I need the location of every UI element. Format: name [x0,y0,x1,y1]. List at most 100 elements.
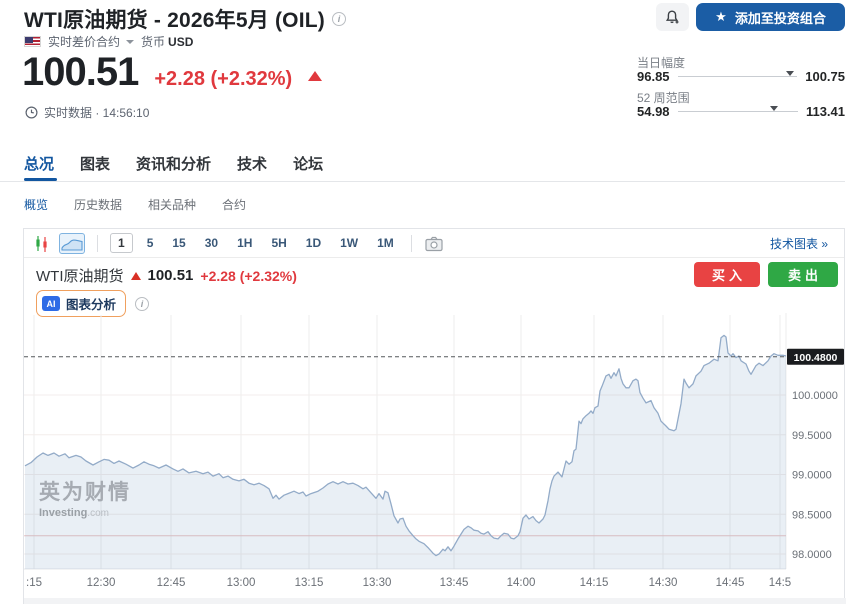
x-axis-label: :15 [26,577,42,589]
page-title: WTI原油期货 - 2026年5月 (OIL) [24,9,325,32]
bell-plus-icon [665,9,679,23]
tab-news-analysis[interactable]: 资讯和分析 [136,156,212,173]
week52-range-high: 113.41 [805,104,845,119]
tab-forum[interactable]: 论坛 [293,156,324,173]
interval-1h[interactable]: 1H [237,236,253,250]
current-price-tag [787,348,844,365]
create-alert-button[interactable] [656,3,689,31]
subtab-historical-data[interactable]: 历史数据 [74,198,123,212]
interval-1m[interactable]: 1M [377,236,394,250]
interval-1w[interactable]: 1W [340,236,359,250]
currency-label: 货币 [141,35,166,49]
instrument-meta: 实时差价合约 货币 USD [24,33,193,50]
tab-technical[interactable]: 技术 [237,156,268,173]
x-axis-label: 13:45 [439,577,469,589]
clock-icon [25,106,38,119]
screenshot-button[interactable] [424,235,444,252]
chart-change: +2.28 (+2.32%) [200,267,297,284]
day-range-label: 当日幅度 [637,56,686,70]
ai-row: AI 图表分析 i [36,290,150,317]
x-axis-label: 13:30 [362,577,392,589]
interval-15[interactable]: 15 [172,236,186,250]
header: WTI原油期货 - 2026年5月 (OIL) i [24,4,346,34]
chart-widget: 1 5 15 30 1H 5H 1D 1W 1M 技术图表 » WTI原油期货 … [23,228,846,604]
week52-range-track [677,106,798,112]
subtab-contracts[interactable]: 合约 [222,198,247,212]
subtab-overview[interactable]: 概览 [24,198,49,212]
candlestick-chart-type-button[interactable] [34,235,50,252]
price-change: +2.28 (+2.32%) [154,68,293,90]
up-arrow-icon [130,271,141,280]
x-axis-label: 14:5 [768,577,792,589]
contract-type-dropdown[interactable]: 实时差价合约 [48,33,135,50]
tab-chart[interactable]: 图表 [80,156,111,173]
price-line [24,334,787,557]
area-chart-icon [61,238,83,251]
chart-symbol: WTI原油期货 [36,268,124,285]
y-axis-label: 100.0000 [792,390,838,402]
y-axis-label: 99.5000 [792,430,832,442]
x-axis: :15 12:30 12:45 13:00 13:15 13:30 13:45 14:00 14… [24,571,791,597]
chart-analysis-button[interactable]: AI 图表分析 [36,290,127,317]
currency-value: USD [168,35,194,49]
toolbar-divider [97,234,98,252]
x-axis-label: 13:15 [294,577,324,589]
chart-bottom-band [24,598,846,604]
contract-type-label: 实时差价合约 [48,35,121,49]
currency: 货币 USD [141,33,193,50]
chevron-down-icon [126,39,135,44]
us-flag-icon [24,36,41,47]
up-arrow-icon [308,70,323,81]
day-range-low: 96.85 [637,69,670,84]
week52-range-low: 54.98 [637,104,670,119]
price-area [25,335,786,569]
interval-1d[interactable]: 1D [305,236,322,250]
day-range-high: 100.75 [805,69,845,84]
y-axis-label: 99.0000 [792,470,832,482]
ai-info-icon[interactable]: i [135,296,150,311]
chart-header: WTI原油期货 100.51 +2.28 (+2.32%) [36,265,297,286]
x-axis-label: 14:15 [579,577,609,589]
chart-toolbar: 1 5 15 30 1H 5H 1D 1W 1M 技术图表 » [24,229,844,258]
tab-overview[interactable]: 总况 [24,156,55,173]
interval-5[interactable]: 5 [146,236,154,250]
x-axis-label: 12:30 [86,577,116,589]
week52-range-marker-icon [769,106,778,111]
candlestick-icon [36,235,47,252]
area-chart-type-button[interactable] [59,232,85,254]
main-tabs: 总况 图表 资讯和分析 技术 论坛 [24,153,323,184]
price-chart[interactable]: 100.0000 99.5000 99.0000 98.5000 98.0000 100.… [24,313,846,571]
interval-30[interactable]: 30 [204,236,219,250]
add-to-portfolio-button[interactable]: ★ 添加至投资组合 [696,3,845,31]
buy-button[interactable]: 买入 [694,262,760,287]
sell-button[interactable]: 卖出 [768,262,838,287]
chart-analysis-label: 图表分析 [66,298,117,312]
day-range-track [677,71,798,77]
week52-range-label: 52 周范围 [637,91,690,105]
x-axis-label: 14:30 [648,577,678,589]
x-axis-label: 14:00 [506,577,536,589]
y-axis-label: 98.0000 [792,549,832,561]
week52-range-row: 54.98 113.41 [637,104,845,119]
current-price-tag-text: 100.4800 [794,352,838,364]
chart-price: 100.51 [147,267,194,284]
toolbar-divider [410,234,412,252]
last-price: 100.51 [22,50,139,94]
subtab-related-instruments[interactable]: 相关品种 [148,198,197,212]
x-axis-label: 14:45 [715,577,745,589]
ai-badge-icon: AI [42,296,60,311]
interval-1[interactable]: 1 [110,233,133,253]
active-tab-underline [24,178,57,181]
portfolio-button-label: 添加至投资组合 [734,10,826,26]
y-axis-label: 98.5000 [792,509,832,521]
camera-icon [425,236,443,251]
title-info-icon[interactable]: i [331,12,346,26]
x-axis-label: 12:45 [156,577,186,589]
price-block: 100.51 +2.28 (+2.32%) [22,50,323,95]
tabs-divider [0,181,845,182]
day-range-marker-icon [786,71,795,76]
technical-chart-link[interactable]: 技术图表 » [769,236,828,251]
day-range-row: 96.85 100.75 [637,69,845,84]
sub-tabs: 概览 历史数据 相关品种 合约 [24,196,246,213]
interval-5h[interactable]: 5H [271,236,287,250]
